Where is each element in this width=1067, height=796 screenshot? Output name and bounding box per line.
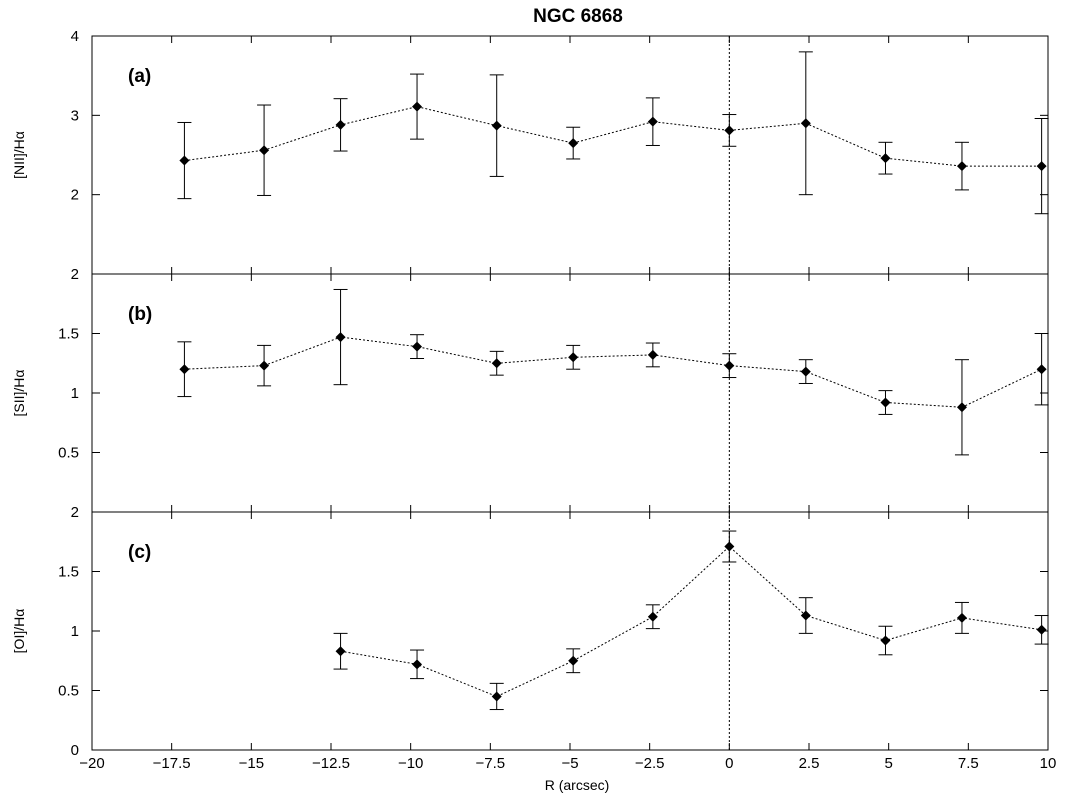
y-tick-label: 0 <box>71 742 79 759</box>
x-axis-title: R (arcsec) <box>545 777 610 793</box>
data-point <box>956 161 967 172</box>
data-point <box>1036 161 1047 172</box>
plot-frame <box>91 273 1049 513</box>
data-point <box>1036 364 1047 375</box>
x-tick-label: −12.5 <box>312 755 350 772</box>
panels: 2 3 4 [NII]/Hα (a) 0.5 1 1.5 2 [SII]/Hα (b) −20 −17.… <box>11 28 1056 772</box>
data-point <box>491 358 502 369</box>
data-point <box>647 116 658 127</box>
data-point <box>647 349 658 360</box>
y-tick-label: 4 <box>71 28 79 45</box>
data-point <box>956 402 967 413</box>
x-tick-label: −20 <box>79 755 104 772</box>
data-point <box>724 125 735 136</box>
x-tick-label: 2.5 <box>799 755 820 772</box>
y-tick-label: 0.5 <box>58 445 79 462</box>
y-tick-label: 1.5 <box>58 564 79 581</box>
data-point <box>880 635 891 646</box>
data-point <box>259 360 270 371</box>
panel-label: (c) <box>128 542 151 563</box>
data-point <box>335 332 346 343</box>
plot-frame <box>91 35 1049 275</box>
data-point <box>800 610 811 621</box>
y-tick-label: 2 <box>71 266 79 283</box>
y-tick-label: 3 <box>71 107 79 124</box>
data-point <box>335 646 346 657</box>
y-tick-label: 2 <box>71 504 79 521</box>
data-point <box>259 145 270 156</box>
data-point <box>412 659 423 670</box>
data-point <box>179 155 190 166</box>
chart-title: NGC 6868 <box>533 6 623 27</box>
data-point <box>800 118 811 129</box>
y-tick-label: 1 <box>71 623 79 640</box>
series-line <box>340 545 1042 698</box>
data-point <box>568 138 579 149</box>
data-point <box>491 120 502 131</box>
data-point <box>412 341 423 352</box>
series-line <box>184 106 1042 167</box>
data-point <box>880 397 891 408</box>
x-tick-label: −10 <box>398 755 423 772</box>
x-tick-label: 0 <box>725 755 733 772</box>
data-point <box>335 119 346 130</box>
x-tick-label: −17.5 <box>153 755 191 772</box>
data-point <box>1036 624 1047 635</box>
x-tick-label: 7.5 <box>958 755 979 772</box>
data-point <box>568 655 579 666</box>
x-tick-label: 5 <box>884 755 892 772</box>
data-point <box>956 612 967 623</box>
panel-label: (a) <box>128 66 151 87</box>
panel-label: (b) <box>128 304 152 325</box>
data-point <box>412 101 423 112</box>
data-point <box>568 352 579 363</box>
x-tick-label: −15 <box>239 755 264 772</box>
x-tick-label: −2.5 <box>635 755 665 772</box>
y-tick-label: 2 <box>71 187 79 204</box>
data-point <box>800 366 811 377</box>
series-line <box>184 336 1042 408</box>
data-point <box>724 360 735 371</box>
y-axis-title: [SII]/Hα <box>11 370 27 417</box>
y-axis-title: [NII]/Hα <box>11 131 27 179</box>
x-tick-label: −5 <box>561 755 578 772</box>
x-tick-label: −7.5 <box>476 755 506 772</box>
data-point <box>880 153 891 164</box>
x-tick-label: 10 <box>1040 755 1057 772</box>
data-point <box>724 541 735 552</box>
data-point <box>179 364 190 375</box>
y-axis-title: [OI]/Hα <box>11 609 27 654</box>
y-tick-label: 1 <box>71 385 79 402</box>
plot-frame <box>91 511 1049 751</box>
data-point <box>647 611 658 622</box>
panel-0: 2 3 4 [NII]/Hα (a) <box>11 28 1049 275</box>
panel-2: −20 −17.5 −15 −12.5 −10 −7.5 −5 −2.5 0 2.5 5 7.5 100… <box>11 504 1056 772</box>
y-tick-label: 0.5 <box>58 683 79 700</box>
y-tick-label: 1.5 <box>58 326 79 343</box>
data-point <box>491 691 502 702</box>
panel-1: 0.5 1 1.5 2 [SII]/Hα (b) <box>11 266 1049 513</box>
